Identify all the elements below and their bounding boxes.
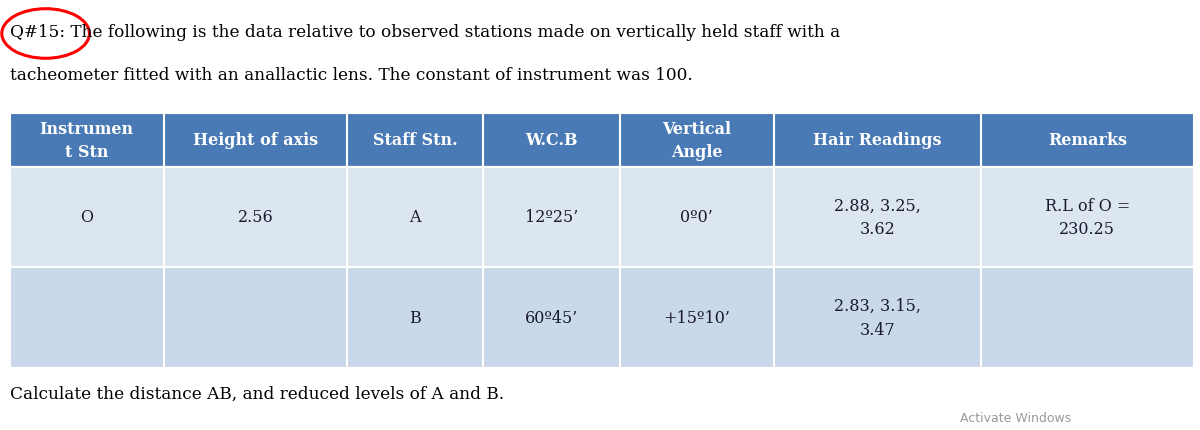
Text: 2.56: 2.56 — [238, 209, 274, 226]
Text: R.L of O =
230.25: R.L of O = 230.25 — [1045, 197, 1130, 237]
Text: 2.83, 3.15,
3.47: 2.83, 3.15, 3.47 — [834, 297, 920, 338]
Text: tacheometer fitted with an anallactic lens. The constant of instrument was 100.: tacheometer fitted with an anallactic le… — [10, 67, 692, 83]
Text: Activate Windows: Activate Windows — [960, 411, 1072, 424]
Text: Staff Stn.: Staff Stn. — [373, 132, 457, 149]
Text: Hair Readings: Hair Readings — [812, 132, 942, 149]
Text: W.C.B: W.C.B — [526, 132, 577, 149]
Text: A: A — [409, 209, 421, 226]
Bar — [10, 267, 1194, 368]
Text: Vertical
Angle: Vertical Angle — [662, 120, 731, 161]
Text: B: B — [409, 309, 421, 326]
Bar — [10, 167, 1194, 267]
Bar — [10, 114, 1194, 167]
Text: Calculate the distance AB, and reduced levels of A and B.: Calculate the distance AB, and reduced l… — [10, 385, 504, 402]
Text: O: O — [80, 209, 94, 226]
Text: 12º25’: 12º25’ — [524, 209, 578, 226]
Text: +15º10’: +15º10’ — [664, 309, 730, 326]
Text: Height of axis: Height of axis — [193, 132, 318, 149]
Text: 0º0’: 0º0’ — [680, 209, 713, 226]
Text: 60º45’: 60º45’ — [524, 309, 578, 326]
Text: Instrumen
t Stn: Instrumen t Stn — [40, 120, 133, 161]
Text: 2.88, 3.25,
3.62: 2.88, 3.25, 3.62 — [834, 197, 920, 237]
Text: Remarks: Remarks — [1048, 132, 1127, 149]
Text: Q#15: The following is the data relative to observed stations made on vertically: Q#15: The following is the data relative… — [10, 24, 840, 40]
